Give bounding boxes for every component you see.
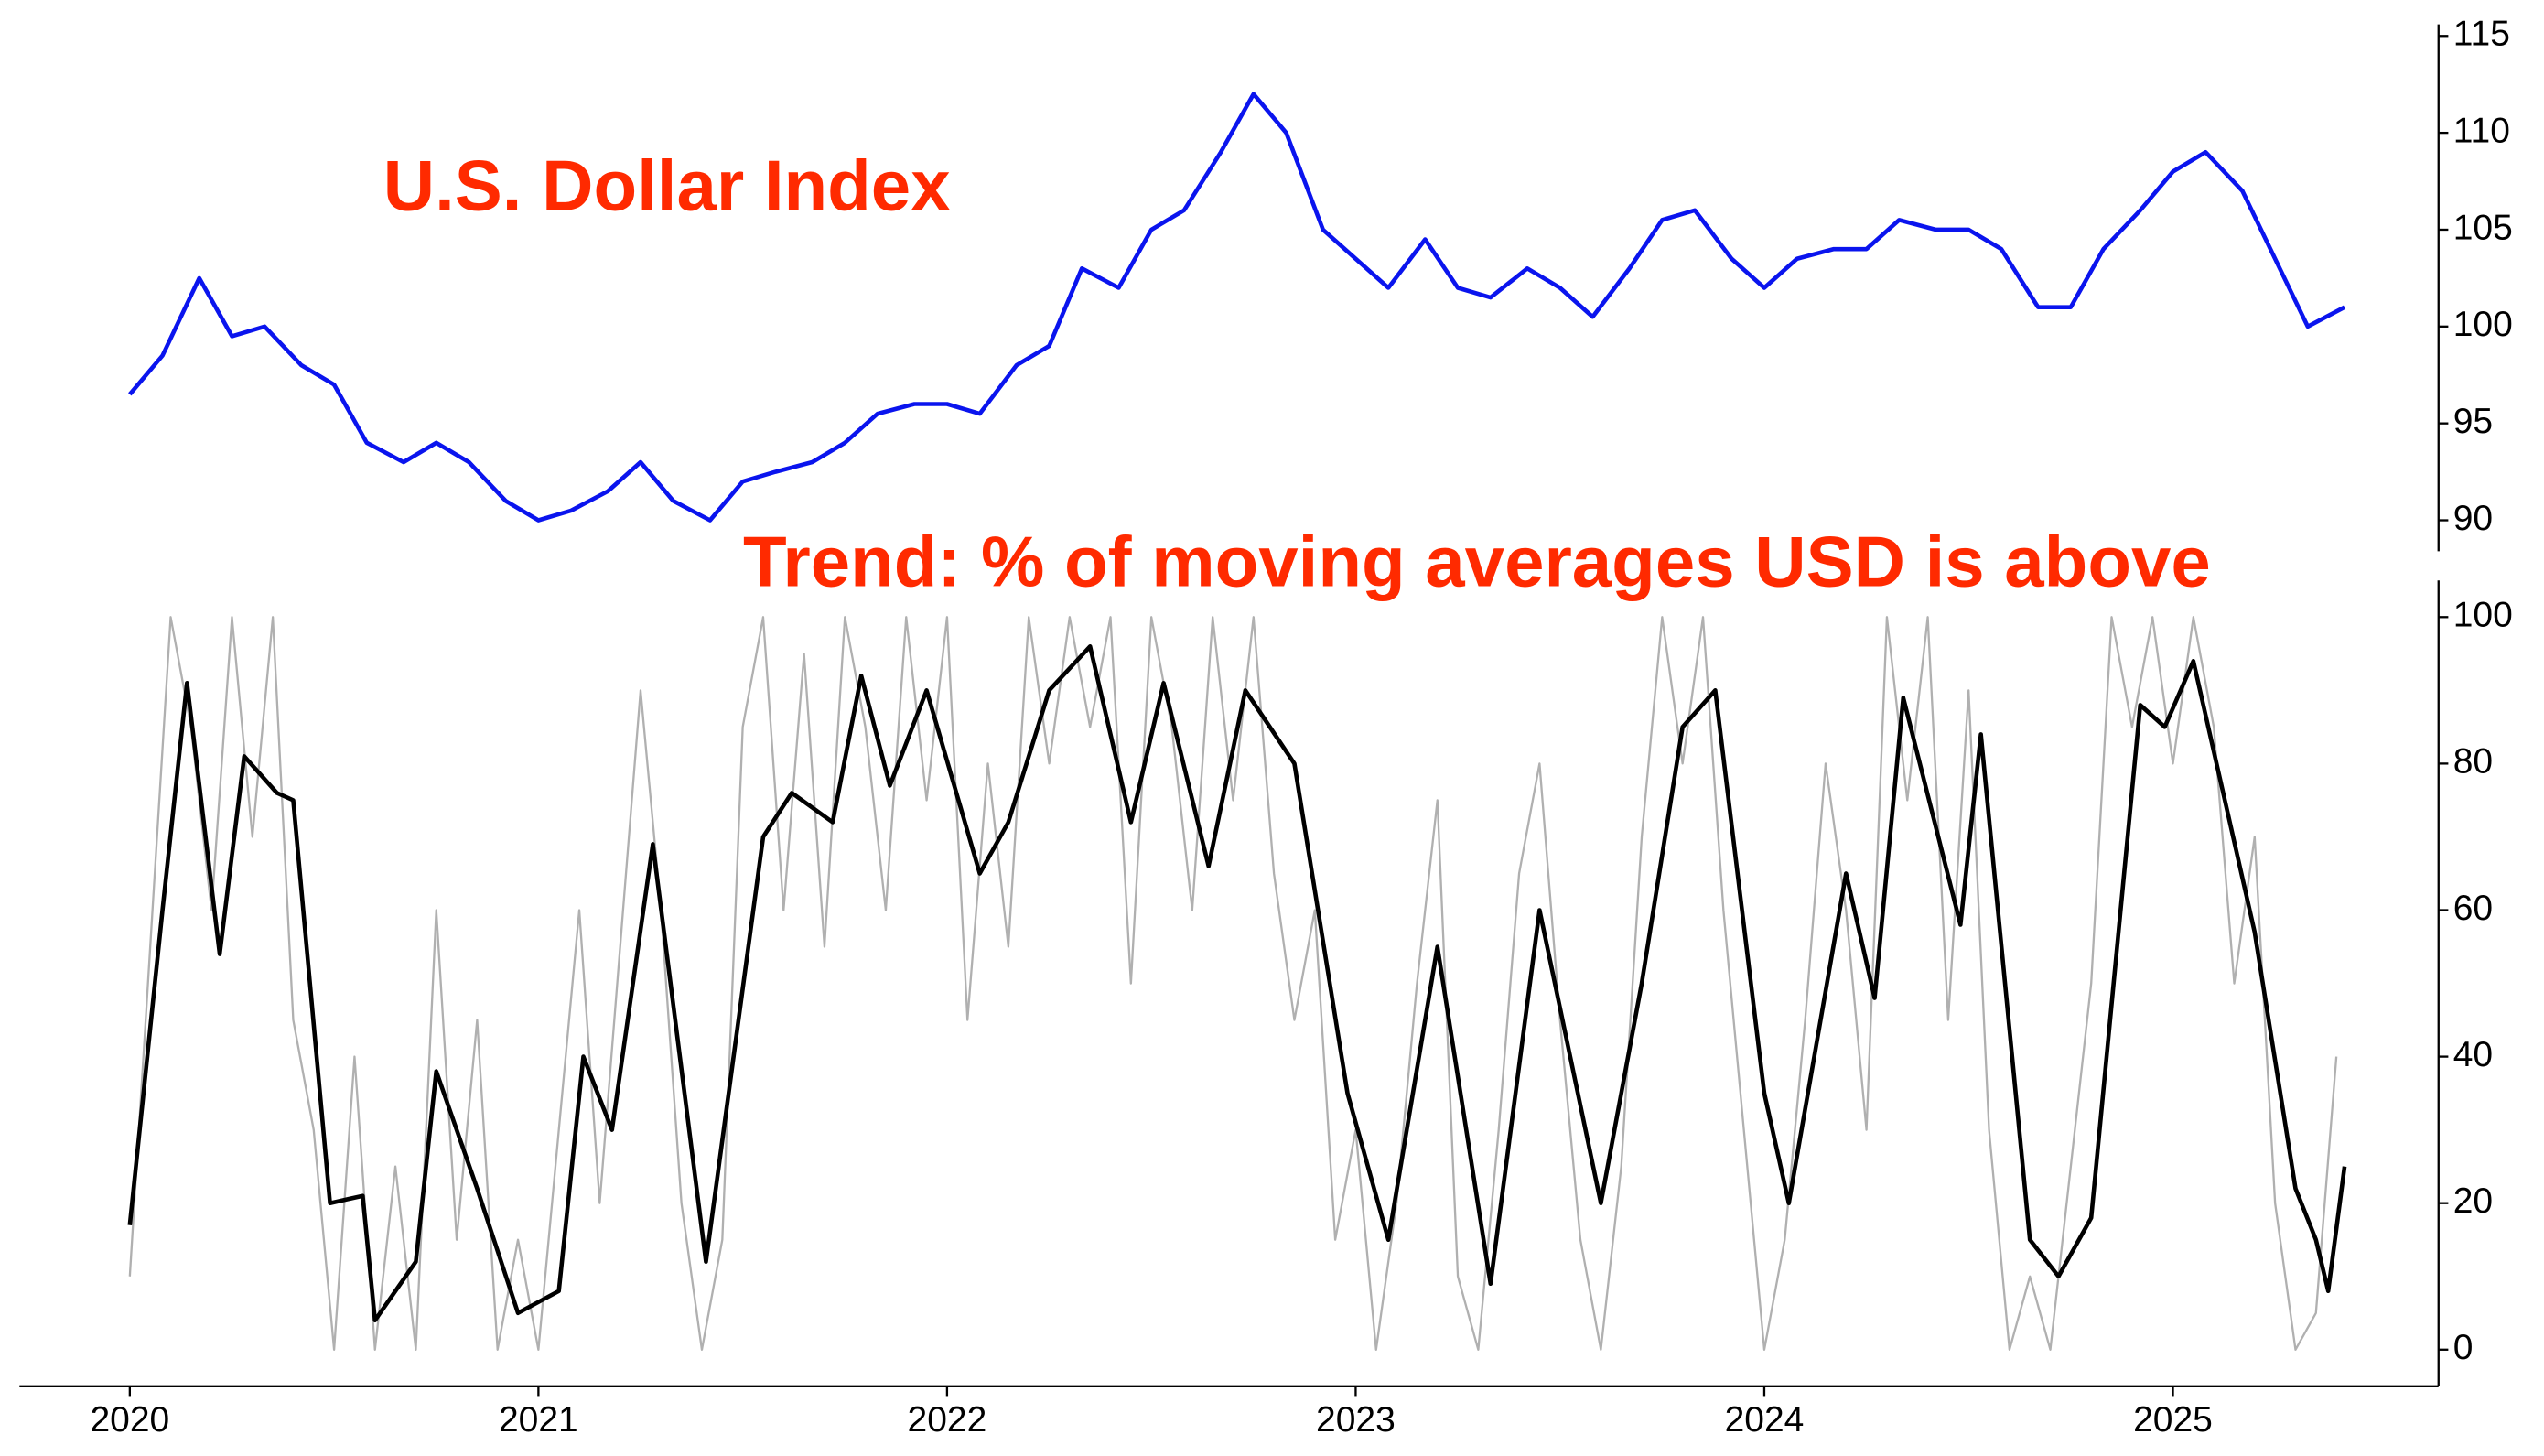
data-line — [127, 644, 2347, 1323]
x-tick-label: 2025 — [2133, 1400, 2213, 1440]
y-tick-label: 100 — [2453, 305, 2513, 344]
x-tick-label: 2021 — [499, 1400, 578, 1440]
x-tick-label: 2024 — [1725, 1400, 1805, 1440]
y-tick-label: 20 — [2453, 1181, 2493, 1221]
y-tick-label: 110 — [2453, 111, 2510, 150]
chart-title: U.S. Dollar Index — [383, 146, 951, 226]
y-tick-label: 100 — [2453, 596, 2513, 635]
y-tick-label: 60 — [2453, 889, 2493, 928]
y-tick-label: 105 — [2453, 208, 2513, 247]
y-tick-label: 95 — [2453, 402, 2493, 441]
x-tick-label: 2023 — [1316, 1400, 1396, 1440]
y-tick-label: 90 — [2453, 499, 2493, 538]
chart-title: Trend: % of moving averages USD is above — [743, 522, 2211, 602]
y-tick-label: 40 — [2453, 1035, 2493, 1074]
data-line — [128, 616, 2338, 1351]
data-line — [128, 92, 2346, 523]
y-tick-label: 80 — [2453, 742, 2493, 782]
x-tick-label: 2022 — [908, 1400, 987, 1440]
x-tick-label: 2020 — [90, 1400, 169, 1440]
y-tick-label: 0 — [2453, 1328, 2474, 1367]
y-tick-label: 115 — [2453, 15, 2510, 54]
